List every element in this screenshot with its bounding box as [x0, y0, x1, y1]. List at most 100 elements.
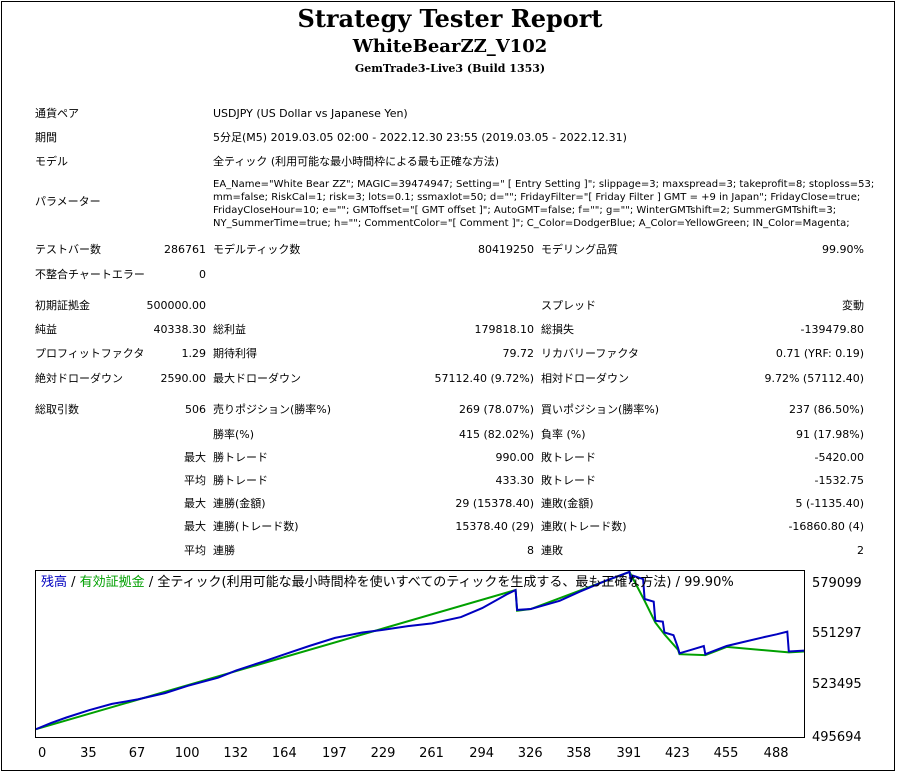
- winrate-label: 勝率(%): [213, 428, 255, 441]
- long-value: 237 (86.50%): [788, 403, 864, 416]
- x-tick-label: 100: [174, 746, 200, 761]
- cons-loss-cnt-value: -16860.80 (4): [788, 520, 864, 533]
- x-tick-label: 326: [517, 746, 543, 761]
- max-dd-value: 57112.40 (9.72%): [434, 372, 534, 385]
- max-label: 最大: [184, 497, 206, 510]
- x-tick-label: 358: [566, 746, 592, 761]
- avg-loss-value: -1532.75: [814, 474, 864, 487]
- quality-value: 99.90%: [822, 243, 864, 256]
- bars-value: 286761: [164, 243, 206, 256]
- params-label: パラメーター: [35, 195, 101, 208]
- cons-win-amt-value: 29 (15378.40): [455, 497, 534, 510]
- x-tick-label: 423: [665, 746, 690, 761]
- cons-loss-amt-label: 連敗(金額): [541, 497, 594, 510]
- chart-title-sep: /: [67, 575, 80, 590]
- gross-profit-value: 179818.10: [474, 323, 535, 336]
- quality-label: モデリング品質: [541, 243, 618, 256]
- params-line: mm=false; RiskCal=1; risk=3; lots=0.1; s…: [213, 192, 861, 203]
- x-tick-label: 164: [271, 746, 297, 761]
- params-line: FridayCloseHour=10; e=""; GMToffset="[ G…: [213, 205, 837, 216]
- cons-loss-cnt-label: 連敗(トレード数): [541, 520, 627, 533]
- net-value: 40338.30: [153, 323, 207, 336]
- max-label: 最大: [184, 520, 206, 533]
- params-line: NY_SummerTime=true; h=""; CommentColor="…: [213, 218, 850, 229]
- pf-label: プロフィットファクタ: [35, 347, 145, 360]
- x-tick-label: 261: [419, 746, 444, 761]
- x-tick-label: 229: [370, 746, 396, 761]
- x-tick-label: 391: [616, 746, 642, 761]
- mismatch-value: 0: [199, 268, 206, 281]
- params-value: EA_Name="White Bear ZZ"; MAGIC=39474947;…: [213, 178, 874, 230]
- abs-dd-value: 2590.00: [160, 372, 207, 385]
- period-label: 期間: [35, 131, 57, 144]
- x-tick-label: 197: [322, 746, 347, 761]
- mismatch-label: 不整合チャートエラー: [35, 268, 145, 281]
- avg-cons-win-value: 8: [527, 544, 534, 557]
- x-tick-label: 488: [763, 746, 789, 761]
- rel-dd-label: 相対ドローダウン: [541, 372, 629, 385]
- max-loss-value: -5420.00: [814, 451, 864, 464]
- payoff-label: 期待利得: [213, 347, 257, 360]
- equity-chart: [35, 570, 805, 738]
- avg-label: 平均: [184, 544, 206, 557]
- x-tick-label: 132: [223, 746, 249, 761]
- gross-loss-label: 総損失: [541, 323, 574, 336]
- avg-win-value: 433.30: [495, 474, 535, 487]
- pair-value: USDJPY (US Dollar vs Japanese Yen): [213, 107, 408, 120]
- avg-cons-loss-value: 2: [857, 544, 864, 557]
- model-value: 全ティック (利用可能な最小時間枠による最も正確な方法): [213, 155, 500, 168]
- y-tick-label: 551297: [812, 626, 862, 642]
- chart-title-rest: / 全ティック(利用可能な最小時間枠を使いすべてのティックを生成する、最も正確な…: [144, 575, 734, 590]
- spread-label: スプレッド: [541, 299, 596, 312]
- payoff-value: 79.72: [502, 347, 535, 360]
- gross-profit-label: 総利益: [213, 323, 246, 336]
- lossrate-label: 負率 (%): [541, 428, 586, 441]
- avg-win-label: 勝トレード: [213, 474, 268, 487]
- spread-value: 変動: [842, 299, 864, 312]
- y-tick-label: 579099: [812, 576, 862, 592]
- recovery-value: 0.71 (YRF: 0.19): [775, 347, 864, 360]
- recovery-label: リカバリーファクタ: [541, 347, 639, 360]
- y-tick-label: 523495: [812, 676, 862, 692]
- max-dd-label: 最大ドローダウン: [213, 372, 301, 385]
- trades-value: 506: [185, 403, 206, 416]
- chart-plot: [36, 571, 804, 731]
- max-label: 最大: [184, 451, 206, 464]
- deposit-label: 初期証拠金: [35, 299, 90, 312]
- cons-win-amt-label: 連勝(金額): [213, 497, 266, 510]
- chart-legend-equity: 有効証拠金: [79, 575, 145, 590]
- x-tick-label: 35: [80, 746, 97, 761]
- avg-loss-label: 敗トレード: [541, 474, 596, 487]
- rel-dd-value: 9.72% (57112.40): [764, 372, 864, 385]
- pf-value: 1.29: [181, 347, 207, 360]
- ea-name: WhiteBearZZ_V102: [352, 36, 548, 57]
- short-value: 269 (78.07%): [458, 403, 534, 416]
- x-tick-label: 294: [469, 746, 495, 761]
- gross-loss-value: -139479.80: [800, 323, 864, 336]
- max-loss-label: 敗トレード: [541, 451, 596, 464]
- pair-label: 通貨ペア: [35, 107, 79, 120]
- abs-dd-label: 絶対ドローダウン: [35, 372, 123, 385]
- x-tick-label: 455: [713, 746, 739, 761]
- server-build: GemTrade3-Live3 (Build 1353): [354, 62, 546, 75]
- ticks-label: モデルティック数: [213, 243, 301, 256]
- short-label: 売りポジション(勝率%): [213, 403, 332, 416]
- chart-legend-balance: 残高: [41, 575, 68, 590]
- period-value: 5分足(M5) 2019.03.05 02:00 - 2022.12.30 23…: [213, 131, 627, 144]
- avg-label: 平均: [184, 474, 206, 487]
- avg-cons-win-label: 連勝: [213, 544, 235, 557]
- max-win-label: 勝トレード: [213, 451, 268, 464]
- cons-win-cnt-value: 15378.40 (29): [455, 520, 534, 533]
- long-label: 買いポジション(勝率%): [541, 403, 660, 416]
- deposit-value: 500000.00: [146, 299, 207, 312]
- cons-win-cnt-label: 連勝(トレード数): [213, 520, 299, 533]
- report-title: Strategy Tester Report: [297, 4, 603, 33]
- balance-line: [36, 571, 804, 731]
- x-tick-label: 67: [128, 746, 146, 761]
- lossrate-value: 91 (17.98%): [795, 428, 864, 441]
- ticks-value: 80419250: [478, 243, 534, 256]
- avg-cons-loss-label: 連敗: [541, 544, 563, 557]
- winrate-value: 415 (82.02%): [458, 428, 534, 441]
- max-win-value: 990.00: [495, 451, 535, 464]
